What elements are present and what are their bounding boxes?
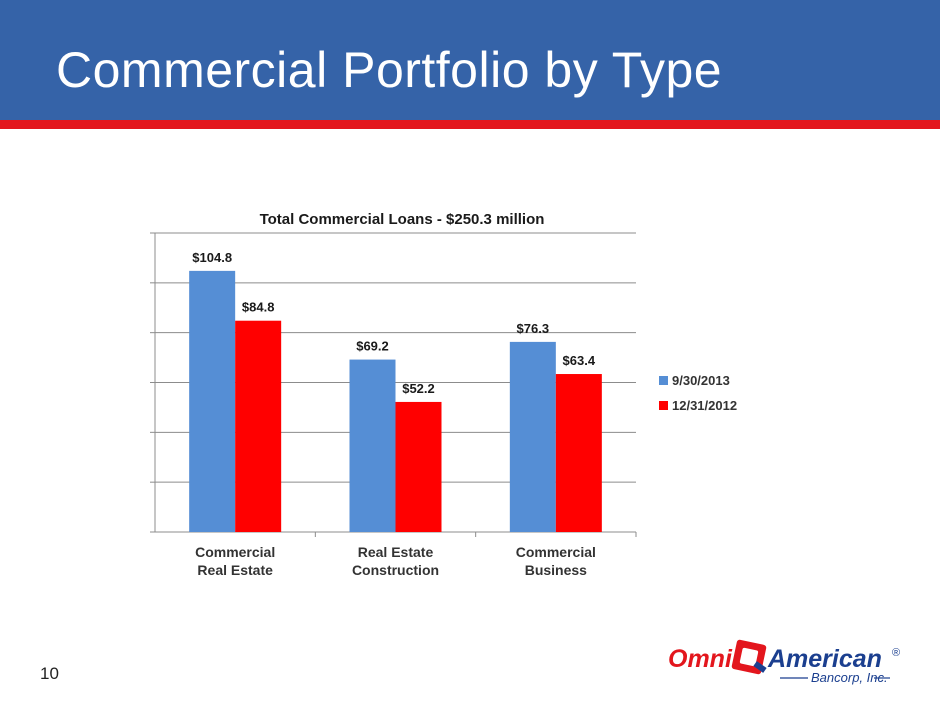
- x-tick-label: Real Estate: [358, 544, 434, 560]
- bar: [395, 401, 442, 532]
- logo-q-mark-icon: [731, 639, 767, 675]
- data-label: $76.3: [517, 321, 550, 336]
- slide-title: Commercial Portfolio by Type: [56, 42, 723, 98]
- data-label: $52.2: [402, 381, 435, 396]
- company-logo: Omni American ® Bancorp, Inc.: [668, 639, 900, 685]
- logo-text-omni: Omni: [668, 645, 733, 673]
- legend-swatch: [659, 401, 668, 410]
- data-label: $63.4: [563, 353, 596, 368]
- x-tick-label: Construction: [352, 562, 439, 578]
- legend-label: 12/31/2012: [672, 398, 737, 413]
- bar: [555, 374, 602, 532]
- bar: [349, 359, 396, 532]
- legend-swatch: [659, 376, 668, 385]
- logo-subtitle: Bancorp, Inc.: [811, 670, 888, 685]
- bar: [189, 270, 236, 532]
- logo-registered-mark: ®: [892, 647, 900, 659]
- x-tick-label: Commercial: [516, 544, 596, 560]
- x-tick-label: Real Estate: [197, 562, 273, 578]
- chart-title: Total Commercial Loans - $250.3 million: [260, 211, 545, 228]
- data-label: $84.8: [242, 300, 275, 315]
- logo-text-american: American: [767, 645, 882, 673]
- legend-label: 9/30/2013: [672, 373, 730, 388]
- slide-number: 10: [40, 664, 59, 683]
- header-banner: [0, 0, 940, 120]
- x-tick-label: Business: [525, 562, 587, 578]
- data-label: $104.8: [192, 250, 232, 265]
- bar: [235, 320, 282, 532]
- bar: [509, 341, 556, 532]
- data-label: $69.2: [356, 339, 389, 354]
- x-tick-label: Commercial: [195, 544, 275, 560]
- header-rule: [0, 120, 940, 129]
